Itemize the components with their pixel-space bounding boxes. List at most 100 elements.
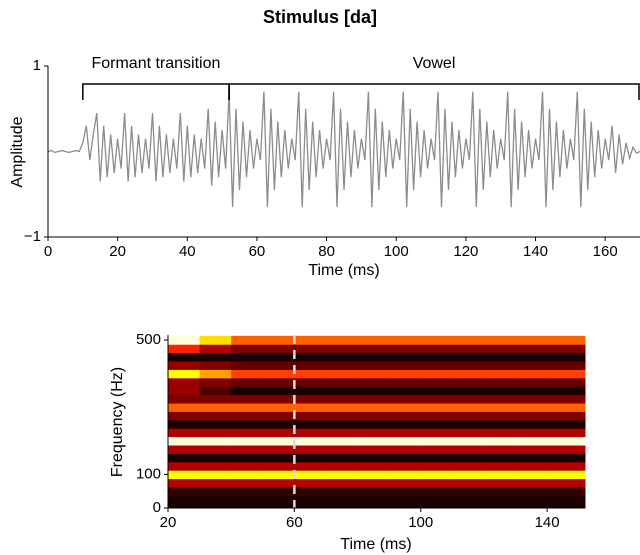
heat-cell [199,369,232,379]
y-axis-label: Amplitude [9,116,26,187]
heat-cell [452,369,485,379]
heat-cell [325,352,359,362]
heat-cell [294,386,327,396]
heat-cell [199,403,232,412]
heat-cell [452,335,485,345]
heat-cell [452,344,485,354]
x-tick-label: 120 [453,243,478,260]
heat-cell [452,436,485,446]
heat-cell [168,377,201,387]
heat-cell [452,461,485,471]
heat-cell [547,419,580,429]
annotation: Vowel [413,55,456,72]
heat-cell [547,344,580,354]
heat-cell [547,361,580,370]
heat-cell [294,503,327,509]
heat-cell [262,453,295,463]
heat-cell [420,369,453,379]
heat-cell [231,344,264,354]
heat-cell [357,352,390,362]
heat-cell [578,503,586,509]
heat-cell [231,377,264,387]
heat-cell [483,461,516,471]
heat-cell [420,377,453,387]
heat-cell [294,478,327,488]
heat-cell [231,394,264,404]
heat-cell [294,470,327,480]
heat-cell [325,361,359,370]
heat-cell [231,403,264,412]
heat-cell [547,335,580,345]
heat-cell [262,344,295,354]
heat-cell [578,419,586,429]
heat-cell [168,487,201,496]
heat-cell [325,394,359,404]
heat-cell [515,369,548,379]
heat-cell [420,461,453,471]
heat-cell [199,335,232,345]
heat-cell [578,369,586,379]
heat-cell [483,487,516,496]
heat-cell [231,487,264,496]
heat-cell [452,487,485,496]
heat-cell [262,361,295,370]
heat-cell [357,369,390,379]
heat-cell [483,503,516,509]
heat-cell [547,394,580,404]
bracket [82,83,230,100]
heat-cell [231,386,264,396]
heat-cell [168,344,201,354]
heat-cell [420,403,453,412]
heat-cell [483,335,516,345]
heat-cell [294,453,327,463]
heat-cell [231,352,264,362]
heat-cell [357,436,390,446]
heat-cell [199,386,232,396]
heat-cell [168,461,201,471]
heat-cell [168,470,201,480]
heat-cell [199,428,232,438]
heat-cell [294,428,327,438]
heat-cell [578,445,586,454]
heat-cell [389,461,422,471]
heat-cell [357,394,390,404]
heat-cell [325,369,359,379]
heat-cell [294,419,327,429]
heat-cell [420,470,453,480]
heat-cell [168,352,201,362]
heat-cell [483,361,516,370]
heat-cell [325,411,359,421]
heat-cell [389,403,422,412]
heat-cell [325,377,359,387]
heat-cell [199,495,232,505]
heat-cell [231,411,264,421]
heat-cell [452,403,485,412]
heat-cell [578,487,586,496]
heat-cell [578,436,586,446]
heat-cell [262,369,295,379]
heat-cell [515,461,548,471]
heat-cell [483,411,516,421]
heat-cell [199,419,232,429]
x-tick-label: 20 [160,514,177,531]
heat-cell [578,352,586,362]
heat-cell [515,445,548,454]
heat-cell [420,436,453,446]
heat-cell [515,436,548,446]
heat-cell [199,436,232,446]
heat-cell [483,344,516,354]
heat-cell [515,403,548,412]
heat-cell [452,453,485,463]
y-tick-label: 100 [136,465,161,482]
heat-cell [389,487,422,496]
heat-cell [262,436,295,446]
heat-cell [515,478,548,488]
heat-cell [452,478,485,488]
heat-cell [262,377,295,387]
heat-cell [262,478,295,488]
heat-cell [547,436,580,446]
annotation: Formant transition [91,55,220,72]
heat-cell [420,495,453,505]
heat-cell [199,453,232,463]
x-tick-label: 60 [286,514,303,531]
